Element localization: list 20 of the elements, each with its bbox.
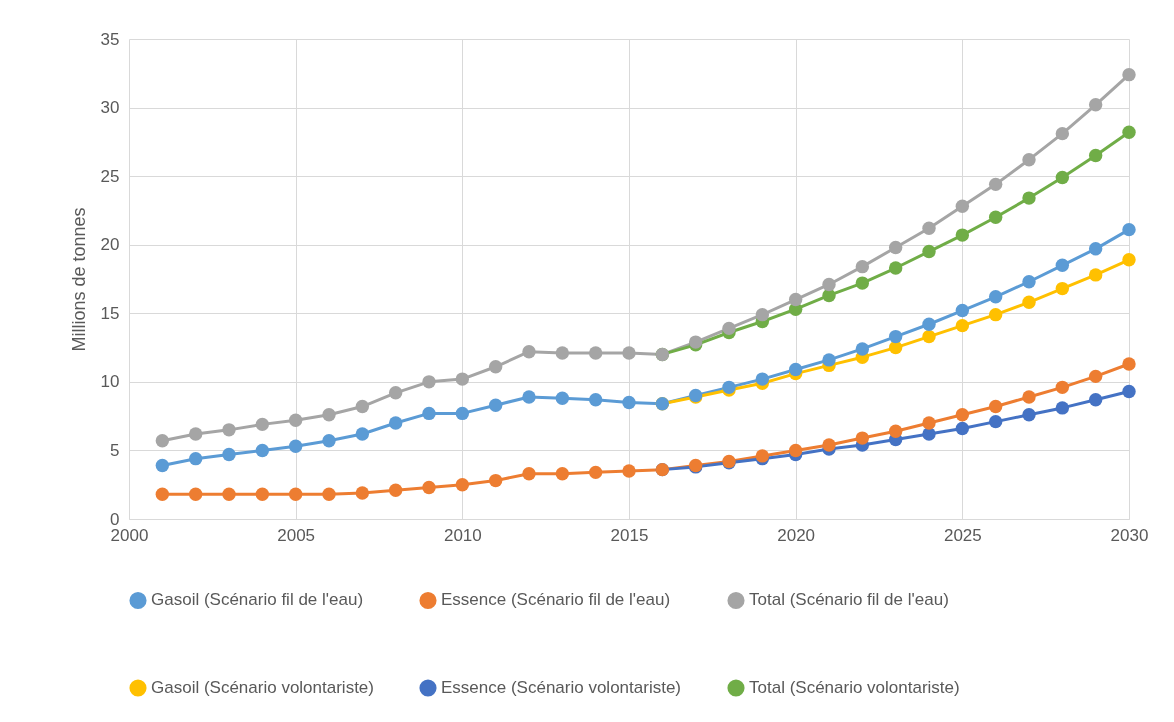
legend-label: Gasoil (Scénario volontariste) xyxy=(151,678,374,697)
x-tick-label: 2010 xyxy=(443,525,482,545)
legend-label: Total (Scénario fil de l'eau) xyxy=(749,590,949,610)
y-tick-label: 5 xyxy=(110,440,120,460)
legend-label: Essence (Scénario fil de l'eau) xyxy=(441,590,671,610)
x-tick-label: 2025 xyxy=(943,525,982,545)
y-axis-title: Millions de tonnes xyxy=(68,207,89,352)
x-tick-label: 2030 xyxy=(1110,525,1149,545)
legend-label: Essence (Scénario volontariste) xyxy=(441,678,682,697)
y-tick-label: 30 xyxy=(100,98,120,118)
x-tick-label: 2020 xyxy=(777,525,816,545)
y-tick-label: 35 xyxy=(100,29,120,49)
y-tick-label: 20 xyxy=(100,235,120,255)
y-tick-label: 15 xyxy=(100,303,120,323)
legend-label: Total (Scénario volontariste) xyxy=(749,678,960,697)
x-tick-label: 2015 xyxy=(610,525,649,545)
x-tick-label: 2005 xyxy=(277,525,316,545)
y-tick-label: 25 xyxy=(100,166,120,186)
legend-label: Gasoil (Scénario fil de l'eau) xyxy=(151,590,364,610)
y-tick-label: 10 xyxy=(100,372,120,392)
